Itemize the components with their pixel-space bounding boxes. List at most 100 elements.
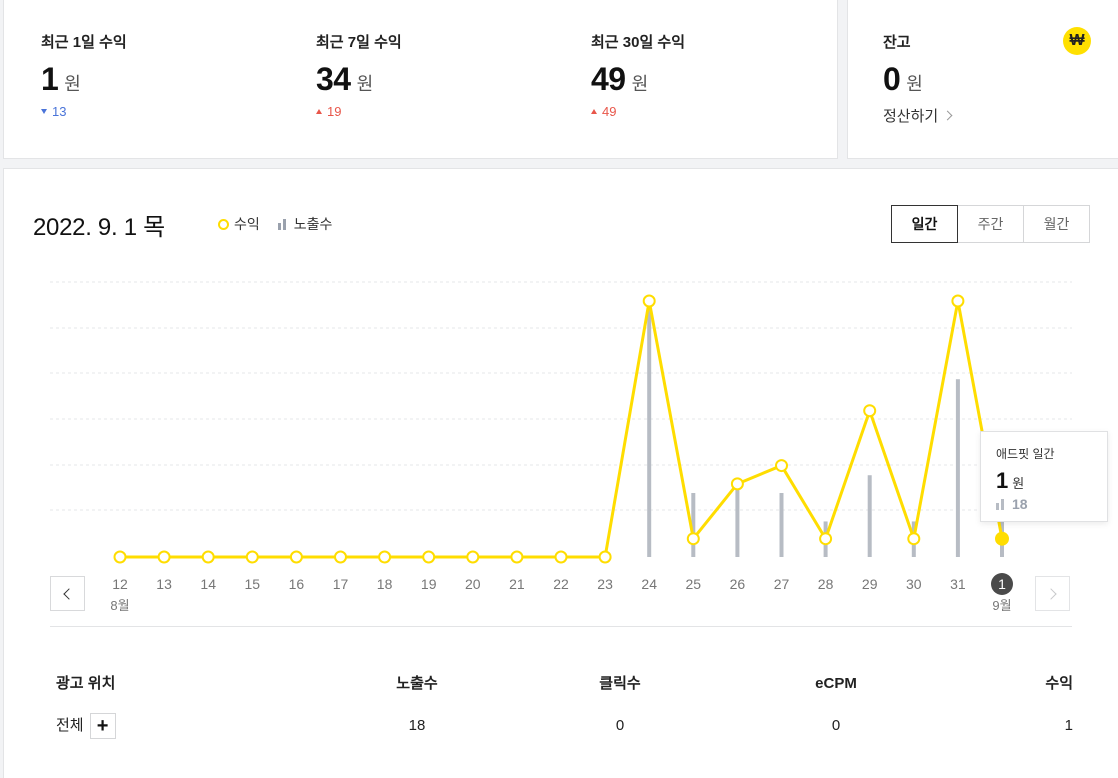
divider xyxy=(50,626,1072,627)
x-tick-label: 27 xyxy=(774,576,790,592)
revenue-point xyxy=(819,532,833,546)
tab-weekly[interactable]: 주간 xyxy=(957,205,1024,243)
stat-30day: 최근 30일 수익 49 원 49 xyxy=(591,33,685,119)
revenue-point xyxy=(598,550,612,564)
x-tick-label: 16 xyxy=(289,576,305,592)
stat-change: 49 xyxy=(591,103,685,119)
x-tick-label: 13 xyxy=(156,576,172,592)
chevron-right-icon xyxy=(942,110,953,120)
revenue-chart: 12 8월 13 14 15 16 17 18 19 20 21 22 23 24 25 26 27 28 29 30… xyxy=(50,281,1072,613)
balance-label: 잔고 xyxy=(883,34,911,51)
revenue-point xyxy=(775,459,788,473)
x-tick-label: 23 xyxy=(597,576,613,592)
x-tick-label: 15 xyxy=(245,576,261,592)
x-tick-label: 26 xyxy=(730,576,746,592)
row-impressions: 18 xyxy=(408,717,426,734)
header-impressions: 노출수 xyxy=(396,675,438,692)
x-tick-label: 25 xyxy=(686,576,702,592)
balance-value: 0 xyxy=(883,61,901,97)
impressions-bar xyxy=(779,493,784,557)
stat-label: 최근 30일 수익 xyxy=(591,34,686,51)
x-tick-label: 28 xyxy=(818,576,834,592)
tooltip-unit: 원 xyxy=(1012,476,1025,491)
stat-1day: 최근 1일 수익 1 원 13 xyxy=(41,33,127,119)
stat-label: 최근 1일 수익 xyxy=(41,34,127,51)
row-ecpm: 0 xyxy=(831,717,841,734)
revenue-point xyxy=(554,550,568,564)
x-tick-label: 22 xyxy=(553,576,569,592)
impressions-bar-icon xyxy=(996,498,1006,510)
tab-monthly[interactable]: 월간 xyxy=(1023,205,1090,243)
chevron-right-icon xyxy=(1045,587,1057,600)
decrease-arrow-icon xyxy=(41,108,47,114)
x-tick-label: 24 xyxy=(641,576,657,592)
impressions-bar xyxy=(955,379,960,557)
settle-link-label: 정산하기 xyxy=(883,107,939,125)
balance-stat: 잔고 0 원 정산하기 xyxy=(883,33,953,125)
revenue-point xyxy=(686,532,700,546)
chart-next-button[interactable] xyxy=(1035,576,1070,611)
chart-legend: 수익 노출수 xyxy=(218,214,350,234)
stat-value: 49 xyxy=(591,61,626,97)
x-tick-label: 19 xyxy=(421,576,437,592)
revenue-point xyxy=(466,550,480,564)
stat-unit: 원 xyxy=(356,74,374,94)
stat-value: 34 xyxy=(316,61,351,97)
stat-unit: 원 xyxy=(631,74,649,94)
revenue-point xyxy=(510,550,524,564)
revenue-point xyxy=(113,550,127,564)
revenue-point xyxy=(642,294,656,308)
revenue-point xyxy=(951,294,965,308)
revenue-point xyxy=(289,550,303,564)
earnings-summary-card: 최근 1일 수익 1 원 13 최근 7일 수익 34 원 19 최근 30일 … xyxy=(3,0,838,159)
revenue-point xyxy=(378,550,392,564)
stat-change-value: 13 xyxy=(52,103,67,119)
legend-impressions: 노출수 xyxy=(277,214,332,234)
legend-revenue: 수익 xyxy=(218,214,260,234)
tooltip-value: 1 xyxy=(996,468,1009,493)
row-position-label: 전체 xyxy=(56,717,84,734)
tooltip-title: 애드핏 일간 xyxy=(996,447,1055,461)
x-month-label: 8월 xyxy=(110,598,129,613)
impressions-bar xyxy=(691,493,696,557)
table-row: 전체 + 18 0 0 1 xyxy=(53,713,1073,755)
impressions-bar-icon xyxy=(277,218,288,230)
revenue-line-icon xyxy=(218,218,229,230)
x-tick-label: 21 xyxy=(509,576,525,592)
expand-plus-icon[interactable]: + xyxy=(89,713,116,739)
revenue-point xyxy=(907,532,921,546)
tooltip-impressions-value: 18 xyxy=(1012,496,1028,512)
revenue-point xyxy=(157,550,171,564)
revenue-point xyxy=(730,477,744,491)
chart-prev-button[interactable] xyxy=(50,576,85,611)
x-tick-label: 31 xyxy=(950,576,966,592)
header-clicks: 클릭수 xyxy=(599,675,641,692)
tab-daily[interactable]: 일간 xyxy=(891,205,958,243)
selected-date-title: 2022. 9. 1 목 xyxy=(33,214,165,241)
x-tick-label: 1 xyxy=(998,576,1006,592)
stat-7day: 최근 7일 수익 34 원 19 xyxy=(316,33,402,119)
stat-value: 1 xyxy=(41,61,59,97)
stat-change-value: 19 xyxy=(327,103,342,119)
row-clicks: 0 xyxy=(615,717,625,734)
stat-change-value: 49 xyxy=(602,103,617,119)
placement-table: 광고 위치 노출수 클릭수 eCPM 수익 전체 + 18 0 0 1 xyxy=(53,671,1073,755)
x-tick-label: 29 xyxy=(862,576,878,592)
revenue-point xyxy=(422,550,436,564)
header-ecpm: eCPM xyxy=(815,675,857,692)
impressions-bar xyxy=(867,475,872,557)
x-tick-label: 14 xyxy=(200,576,216,592)
balance-unit: 원 xyxy=(906,74,923,94)
balance-card: 잔고 0 원 정산하기 ₩ xyxy=(847,0,1118,159)
increase-arrow-icon xyxy=(591,108,597,114)
settle-link[interactable]: 정산하기 xyxy=(883,105,953,125)
stat-unit: 원 xyxy=(64,74,81,94)
x-tick-label: 20 xyxy=(465,576,481,592)
won-coin-icon: ₩ xyxy=(1063,27,1091,55)
revenue-point xyxy=(995,531,1009,546)
tooltip-impressions: 18 xyxy=(996,496,1092,512)
x-tick-label: 18 xyxy=(377,576,393,592)
legend-revenue-label: 수익 xyxy=(234,216,260,232)
revenue-point xyxy=(863,404,877,418)
row-position: 전체 + xyxy=(56,713,116,739)
